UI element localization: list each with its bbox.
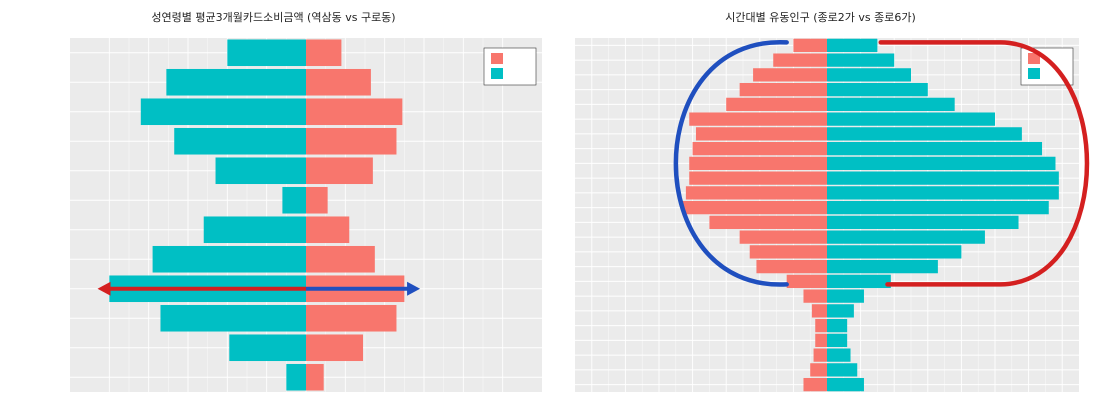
- bar-종로6가-18: [827, 112, 995, 126]
- bar-종로6가-23: [827, 38, 878, 53]
- bar-종로6가-12: [827, 200, 1049, 215]
- bar-종로6가-6: [827, 289, 864, 303]
- bar-구로동-6: [306, 186, 328, 214]
- bar-역삼동-11: [227, 39, 306, 67]
- legend-swatch-역삼동: [491, 68, 503, 79]
- bar-구로동-10: [306, 68, 371, 96]
- bar-종로6가-9: [827, 245, 962, 259]
- bar-종로2가-9: [749, 245, 827, 259]
- bar-종로6가-1: [827, 363, 858, 377]
- bar-역삼동-5: [203, 216, 306, 244]
- bar-종로2가-2: [813, 348, 827, 362]
- bar-역삼동-2: [160, 304, 306, 332]
- bar-종로2가-18: [689, 112, 827, 126]
- bar-종로6가-3: [827, 333, 848, 348]
- bar-역삼동-8: [174, 127, 306, 155]
- bar-구로동-7: [306, 157, 373, 185]
- bar-종로6가-4: [827, 318, 848, 333]
- bar-종로6가-14: [827, 171, 1059, 185]
- bar-구로동-0: [306, 363, 324, 391]
- bracket-left: [673, 40, 789, 287]
- bar-종로2가-3: [815, 333, 827, 348]
- bar-종로2가-4: [815, 318, 827, 333]
- legend-swatch-종로2가: [1028, 53, 1040, 64]
- bar-종로2가-17: [695, 127, 827, 141]
- bar-역삼동-9: [140, 98, 306, 126]
- bar-종로6가-16: [827, 141, 1043, 156]
- bar-구로동-8: [306, 127, 397, 155]
- bar-역삼동-0: [286, 363, 306, 391]
- bar-종로6가-17: [827, 127, 1022, 141]
- bar-종로2가-6: [803, 289, 827, 303]
- right-chart-panel: 시간대별 유동인구 (종로2가 vs 종로6가): [547, 0, 1094, 413]
- bar-구로동-5: [306, 216, 350, 244]
- bar-종로2가-12: [682, 200, 827, 215]
- bar-종로6가-13: [827, 186, 1059, 200]
- bracket-right: [878, 40, 1090, 287]
- legend-swatch-종로6가: [1028, 68, 1040, 79]
- bar-종로2가-22: [773, 53, 827, 67]
- arrow-left-head: [97, 281, 111, 296]
- bar-종로6가-11: [827, 215, 1019, 230]
- bar-종로2가-11: [709, 215, 827, 230]
- bar-역삼동-1: [229, 334, 306, 362]
- bar-종로2가-16: [692, 141, 827, 156]
- bar-종로2가-23: [793, 38, 827, 53]
- bar-종로2가-1: [810, 363, 827, 377]
- bar-구로동-9: [306, 98, 403, 126]
- bar-역삼동-10: [166, 68, 306, 96]
- arrow-right-head: [407, 281, 421, 296]
- bar-종로6가-19: [827, 97, 955, 112]
- bar-종로6가-5: [827, 304, 854, 318]
- bar-역삼동-7: [215, 157, 306, 185]
- bar-종로2가-21: [753, 68, 827, 82]
- bar-종로2가-5: [811, 304, 827, 318]
- bar-종로2가-19: [726, 97, 827, 112]
- left-chart-panel: 성연령별 평균3개월카드소비금액 (역삼동 vs 구로동): [70, 11, 542, 392]
- left-chart-svg: [70, 38, 542, 392]
- bar-종로2가-15: [689, 156, 827, 171]
- bar-구로동-2: [306, 304, 397, 332]
- bar-종로6가-2: [827, 348, 851, 362]
- bar-종로6가-0: [827, 377, 864, 392]
- bar-종로6가-15: [827, 156, 1056, 171]
- left-chart-title: 성연령별 평균3개월카드소비금액 (역삼동 vs 구로동): [151, 11, 396, 24]
- bar-종로2가-20: [739, 82, 827, 97]
- bar-구로동-4: [306, 245, 375, 273]
- bar-종로6가-22: [827, 53, 895, 67]
- bar-종로2가-8: [756, 259, 827, 274]
- bar-종로2가-13: [685, 186, 827, 200]
- legend-swatch-구로동: [491, 53, 503, 64]
- bar-종로6가-20: [827, 82, 928, 97]
- right-chart-title: 시간대별 유동인구 (종로2가 vs 종로6가): [725, 11, 916, 24]
- bar-종로6가-7: [827, 274, 891, 289]
- bar-종로6가-10: [827, 230, 985, 244]
- bar-종로2가-14: [689, 171, 827, 185]
- bar-종로6가-8: [827, 259, 938, 274]
- bar-종로2가-10: [739, 230, 827, 244]
- bar-종로6가-21: [827, 68, 911, 82]
- bar-구로동-11: [306, 39, 342, 67]
- bar-구로동-1: [306, 334, 364, 362]
- right-chart-svg: [575, 38, 1090, 392]
- bar-종로2가-7: [786, 274, 827, 289]
- bar-종로2가-0: [803, 377, 827, 392]
- bar-역삼동-6: [282, 186, 306, 214]
- bar-역삼동-4: [152, 245, 306, 273]
